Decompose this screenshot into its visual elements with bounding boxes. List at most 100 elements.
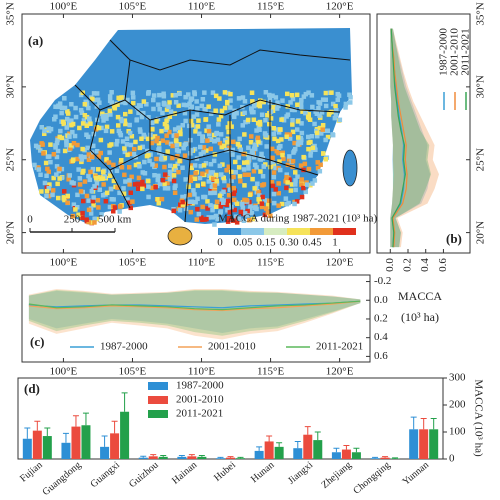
map-pixels: [32, 90, 353, 227]
map-pixel: [171, 173, 177, 178]
error-bar: [24, 427, 31, 439]
bar: [32, 430, 42, 459]
map-pixel: [70, 158, 76, 164]
map-pixel: [84, 132, 89, 137]
map-pixel: [242, 172, 248, 177]
map-pixel: [252, 142, 257, 148]
map-pixel: [299, 97, 304, 103]
map-pixel: [264, 206, 269, 211]
map-pixel: [214, 204, 219, 210]
map-pixel: [276, 181, 281, 186]
map-pixel: [238, 179, 243, 184]
map-pixel: [42, 180, 48, 186]
map-pixel: [276, 103, 281, 109]
legend-swatch: [148, 396, 168, 404]
map-pixel: [209, 184, 215, 189]
map-pixel: [65, 200, 70, 205]
map-pixel: [295, 174, 300, 179]
map-pixel: [219, 197, 225, 202]
x-tick-label: 105°E: [119, 366, 147, 378]
map-pixel: [301, 154, 306, 160]
map-pixel: [204, 148, 209, 153]
map-pixel: [156, 173, 161, 179]
x-tick-label: Chongqing: [351, 460, 392, 497]
map-pixel: [155, 177, 160, 183]
map-pixel: [176, 103, 181, 108]
legend-label: 2011-2021: [176, 408, 223, 420]
map-pixel: [263, 90, 269, 95]
map-pixel: [57, 101, 63, 106]
error-bar: [178, 454, 185, 457]
map-pixel: [36, 167, 42, 172]
map-pixel: [184, 102, 189, 108]
map-pixel: [238, 147, 243, 152]
map-pixel: [267, 97, 273, 102]
legend-swatch: [148, 410, 168, 418]
map-pixel: [348, 95, 353, 100]
map-pixel: [165, 186, 171, 191]
map-pixel: [141, 132, 146, 138]
map-pixel: [123, 111, 128, 117]
map-pixel: [146, 115, 151, 120]
map-pixel: [39, 189, 44, 194]
map-pixel: [90, 154, 95, 159]
map-pixel: [165, 140, 170, 145]
bar: [313, 440, 323, 459]
map-pixel: [65, 116, 70, 122]
map-pixel: [91, 203, 96, 208]
map-pixel: [88, 211, 94, 216]
map-pixel: [92, 216, 97, 222]
map-pixel: [201, 150, 206, 155]
map-pixel: [294, 92, 300, 98]
map-pixel: [127, 165, 132, 170]
error-bar: [420, 418, 427, 430]
bar: [341, 449, 351, 459]
colorbar-tick-label: 0.30: [279, 237, 299, 249]
map-pixel: [149, 140, 154, 146]
map-pixel: [299, 130, 305, 136]
map-pixel: [172, 127, 178, 132]
line: [28, 300, 361, 311]
map-pixel: [65, 193, 70, 199]
map-pixel: [42, 128, 47, 134]
bar: [216, 458, 225, 459]
map-pixel: [252, 103, 257, 109]
map-pixel: [168, 171, 173, 176]
map-pixel: [103, 199, 109, 204]
map-pixel: [62, 105, 68, 111]
map-pixel: [64, 125, 69, 130]
error-bar: [217, 456, 224, 459]
map-pixel: [219, 144, 224, 150]
map-pixel: [152, 173, 157, 178]
map-pixel: [260, 183, 265, 188]
map-pixel: [59, 166, 65, 172]
map-pixel: [164, 133, 169, 138]
map-pixel: [111, 162, 116, 168]
bar: [22, 438, 32, 459]
map-pixel: [118, 160, 123, 166]
map-pixel: [236, 155, 241, 160]
colorbar-tick-label: 0.45: [302, 237, 322, 249]
map-pixel: [87, 116, 92, 121]
map-pixel: [315, 133, 320, 139]
x-tick-label: Guizhou: [127, 460, 160, 491]
colorbar-swatch: [241, 228, 264, 235]
map-pixel: [53, 104, 58, 109]
map-pixel: [236, 96, 242, 101]
map-pixel: [78, 189, 84, 194]
map-pixel: [284, 172, 289, 177]
map-pixel: [196, 118, 201, 123]
map-pixel: [180, 123, 185, 128]
map-pixel: [256, 190, 261, 195]
bar: [390, 458, 400, 459]
error-bar: [372, 456, 379, 459]
map-pixel: [162, 186, 168, 191]
map-pixel: [90, 198, 96, 204]
bar: [148, 456, 158, 459]
map-pixel: [84, 217, 89, 222]
map-pixel: [244, 197, 249, 203]
map-pixel: [100, 114, 106, 119]
map-pixel: [122, 118, 128, 123]
map-pixel: [172, 190, 178, 195]
map-pixel: [292, 140, 297, 146]
